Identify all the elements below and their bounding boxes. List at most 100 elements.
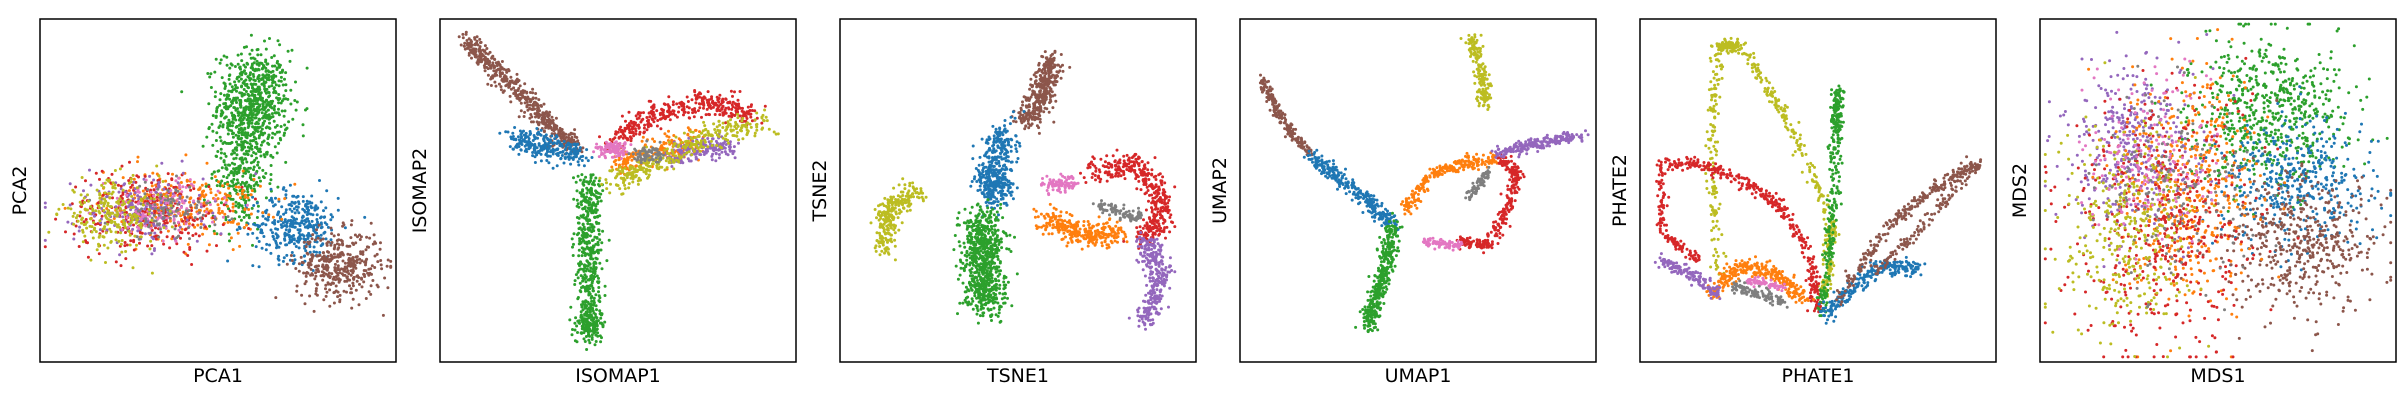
scatter-point (240, 143, 243, 147)
scatter-point (335, 259, 339, 263)
scatter-point (590, 249, 594, 253)
scatter-point (634, 132, 638, 136)
scatter-point (97, 244, 101, 248)
scatter-point (87, 199, 90, 203)
scatter-point (575, 198, 579, 202)
scatter-point (594, 293, 598, 297)
scatter-point (43, 205, 47, 209)
scatter-point (735, 103, 739, 106)
scatter-point (237, 127, 241, 131)
scatter-point (648, 115, 652, 119)
scatter-point (581, 303, 585, 306)
scatter-point (294, 205, 298, 209)
scatter-point (250, 112, 254, 116)
scatter-point (655, 109, 659, 113)
scatter-point (255, 169, 259, 173)
scatter-point (301, 123, 305, 127)
scatter-point (696, 109, 700, 113)
scatter-point (267, 101, 270, 104)
scatter-point (652, 105, 656, 109)
scatter-point (235, 171, 238, 175)
scatter-point (132, 248, 136, 252)
scatter-point (251, 104, 255, 108)
scatter-point (61, 203, 65, 206)
scatter-point (235, 89, 238, 93)
scatter-point (376, 285, 380, 289)
scatter-point (55, 213, 59, 217)
scatter-point (544, 133, 548, 137)
scatter-point (534, 151, 537, 155)
scatter-point (287, 230, 291, 234)
scatter-point (580, 159, 584, 162)
scatter-point (693, 90, 697, 94)
scatter-point (598, 238, 602, 242)
scatter-point (253, 97, 257, 101)
scatter-point (236, 53, 240, 57)
scatter-point (584, 269, 588, 273)
scatter-point (640, 118, 644, 122)
scatter-point (214, 114, 218, 118)
scatter-point (267, 126, 271, 130)
scatter-point (687, 106, 691, 110)
scatter-point (191, 234, 195, 237)
scatter-point (517, 142, 521, 146)
scatter-point (542, 137, 546, 141)
scatter-point (208, 75, 212, 79)
scatter-point (306, 252, 310, 256)
scatter-point (471, 48, 475, 52)
scatter-point (585, 200, 589, 204)
scatter-point (148, 204, 152, 208)
scatter-point (259, 143, 263, 147)
scatter-point (312, 250, 316, 254)
scatter-point (297, 202, 301, 206)
scatter-point (277, 197, 281, 201)
scatter-point (262, 100, 266, 104)
scatter-point (362, 280, 366, 284)
scatter-point (706, 137, 710, 140)
scatter-point (341, 259, 345, 263)
scatter-point (228, 194, 232, 198)
scatter-point (589, 187, 593, 191)
scatter-point (271, 64, 274, 68)
scatter-point (576, 202, 580, 206)
scatter-point (584, 156, 588, 160)
scatter-point (261, 211, 265, 215)
scatter-point (235, 148, 239, 152)
scatter-point (279, 215, 282, 219)
scatter-point (763, 104, 767, 108)
scatter-point (83, 200, 86, 204)
scatter-point (256, 160, 260, 164)
scatter-point (100, 214, 104, 218)
scatter-point (198, 211, 201, 215)
scatter-point (163, 198, 167, 202)
scatter-point (517, 152, 521, 156)
scatter-point (276, 59, 279, 63)
scatter-point (261, 168, 265, 172)
scatter-point (212, 170, 216, 174)
scatter-point (122, 183, 126, 187)
scatter-point (206, 72, 210, 75)
scatter-point (473, 43, 477, 47)
scatter-point (43, 201, 47, 205)
scatter-point (140, 231, 144, 235)
scatter-point (355, 279, 359, 283)
scatter-point (289, 254, 293, 257)
scatter-point (575, 136, 579, 139)
scatter-point (89, 183, 93, 187)
scatter-point (244, 201, 247, 205)
scatter-point (308, 240, 312, 244)
scatter-point (224, 166, 228, 170)
scatter-point (586, 313, 590, 317)
scatter-point (231, 220, 235, 224)
scatter-point (223, 163, 227, 167)
scatter-point (333, 290, 337, 294)
scatter-point (254, 88, 257, 92)
scatter-point (219, 151, 223, 155)
scatter-point (127, 222, 131, 226)
scatter-point (249, 33, 253, 37)
scatter-point (159, 230, 163, 234)
scatter-point (210, 122, 214, 126)
scatter-point (232, 167, 236, 171)
scatter-point (157, 235, 161, 239)
scatter-point (532, 104, 536, 107)
